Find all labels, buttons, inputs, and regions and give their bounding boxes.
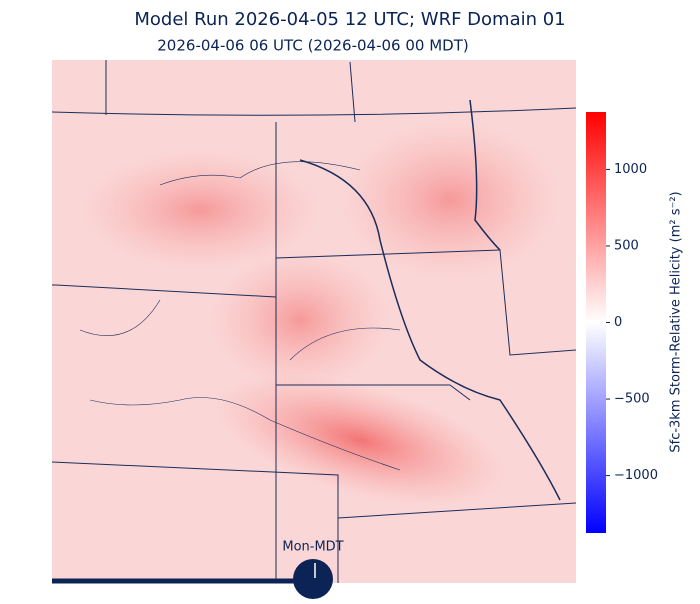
colorbar: [586, 112, 606, 533]
colorbar-tick-label: −500: [614, 392, 650, 407]
colorbar-tick-label: 500: [614, 238, 639, 253]
colorbar-tick-label: 1000: [614, 162, 647, 177]
timeline-handle[interactable]: [293, 559, 333, 599]
colorbar-tick-label: −1000: [614, 468, 658, 483]
colorbar-label: Sfc-3km Storm-Relative Helicity (m² s⁻²): [669, 191, 684, 452]
colorbar-tick-label: 0: [614, 315, 622, 330]
subtitle: 2026-04-06 06 UTC (2026-04-06 00 MDT): [157, 37, 468, 55]
timeline-label: Mon-MDT: [282, 540, 343, 555]
map: [52, 60, 576, 583]
title: Model Run 2026-04-05 12 UTC; WRF Domain …: [134, 9, 565, 30]
